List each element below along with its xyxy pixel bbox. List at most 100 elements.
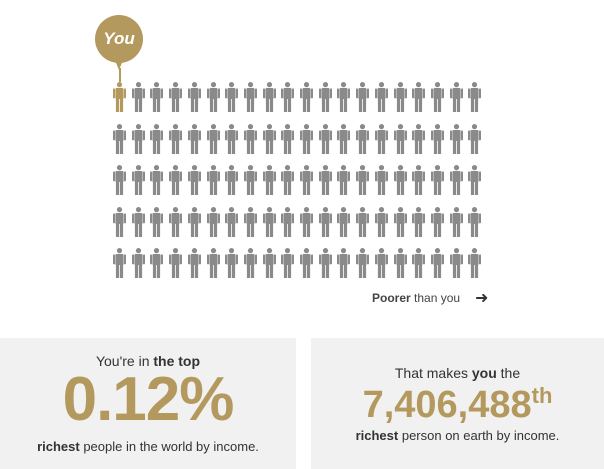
person-icon: [318, 165, 332, 195]
world-rank-postfix: the: [496, 365, 521, 381]
person-icon: [468, 82, 482, 112]
world-rank-intro: That makes you the: [311, 365, 604, 381]
world-rank-number: 7,406,488: [362, 384, 532, 426]
poorer-rest: than you: [410, 291, 461, 305]
you-marker-pointer: [114, 58, 124, 70]
person-icon: [412, 123, 426, 154]
top-percent-caption: richest people in the world by income.: [0, 439, 296, 454]
person-icon: [206, 248, 220, 278]
person-icon: [262, 248, 276, 278]
person-icon: [356, 165, 370, 195]
person-icon: [131, 82, 145, 112]
person-icon: [318, 123, 332, 154]
world-rank-card: That makes you the 7,406,488th richest p…: [311, 338, 604, 469]
person-icon: [374, 206, 388, 237]
person-icon: [225, 206, 239, 237]
person-icon: [356, 248, 370, 278]
person-icon: [262, 165, 276, 195]
person-icon: [225, 123, 239, 154]
person-icon: [262, 82, 276, 112]
person-icon: [243, 248, 257, 278]
person-icon: [430, 206, 444, 237]
people-grid: [113, 82, 482, 278]
person-icon: [337, 248, 351, 278]
person-icon: [430, 123, 444, 154]
person-icon: [113, 206, 126, 237]
top-percent-bold: the top: [153, 353, 201, 369]
person-icon: [225, 248, 239, 278]
person-icon: [356, 206, 370, 237]
person-icon: [281, 82, 295, 112]
person-icon: [374, 248, 388, 278]
person-icon: [187, 165, 201, 195]
person-icon: [206, 206, 220, 237]
person-icon: [150, 123, 164, 154]
person-icon: [337, 206, 351, 237]
person-icon: [318, 248, 332, 278]
top-percent-value: 0.12%: [62, 365, 235, 434]
person-icon: [281, 165, 295, 195]
world-rank-caption-rest: person on earth by income.: [398, 428, 560, 443]
person-icon: [393, 206, 407, 237]
person-icon: [468, 165, 482, 195]
you-label: You: [103, 29, 135, 48]
top-percent-caption-rest: people in the world by income.: [79, 439, 259, 454]
top-percent-caption-bold: richest: [37, 439, 80, 454]
person-icon: [281, 123, 295, 154]
person-icon: [449, 82, 463, 112]
person-icon: [393, 248, 407, 278]
person-icon: [169, 123, 183, 154]
person-icon: [187, 123, 201, 154]
person-icon: [281, 248, 295, 278]
you-marker-line: [118, 68, 121, 82]
person-icon: [113, 165, 126, 195]
person-icon: [412, 206, 426, 237]
person-icon: [187, 82, 201, 112]
person-icon: [318, 82, 332, 112]
person-icon: [356, 123, 370, 154]
world-rank-caption: richest person on earth by income.: [311, 428, 604, 443]
person-icon: [243, 82, 257, 112]
person-icon: [393, 165, 407, 195]
person-icon-you: [113, 82, 126, 112]
arrow-right-icon: ➜: [475, 290, 489, 307]
person-icon: [318, 206, 332, 237]
person-icon: [430, 165, 444, 195]
person-icon: [281, 206, 295, 237]
person-icon: [150, 206, 164, 237]
top-percent-intro: You're in the top: [0, 353, 296, 369]
person-icon: [169, 165, 183, 195]
person-icon: [449, 165, 463, 195]
person-icon: [300, 165, 313, 195]
you-marker-bubble: You: [95, 15, 143, 63]
person-icon: [337, 123, 351, 154]
person-icon: [356, 82, 370, 112]
person-icon: [243, 123, 257, 154]
person-icon: [430, 82, 444, 112]
person-icon: [300, 82, 313, 112]
person-icon: [169, 82, 183, 112]
person-icon: [300, 248, 313, 278]
person-icon: [412, 248, 426, 278]
person-icon: [169, 206, 183, 237]
person-icon: [225, 165, 239, 195]
person-icon: [150, 248, 164, 278]
person-icon: [187, 206, 201, 237]
person-icon: [468, 123, 482, 154]
person-icon: [243, 165, 257, 195]
person-icon: [131, 123, 145, 154]
person-icon: [468, 206, 482, 237]
person-icon: [150, 82, 164, 112]
person-icon: [225, 82, 239, 112]
world-rank-value: 7,406,488th: [311, 380, 604, 430]
person-icon: [374, 165, 388, 195]
person-icon: [187, 248, 201, 278]
person-icon: [150, 165, 164, 195]
person-icon: [206, 82, 220, 112]
person-icon: [412, 165, 426, 195]
person-icon: [430, 248, 444, 278]
person-icon: [300, 123, 313, 154]
person-icon: [393, 123, 407, 154]
person-icon: [131, 248, 145, 278]
